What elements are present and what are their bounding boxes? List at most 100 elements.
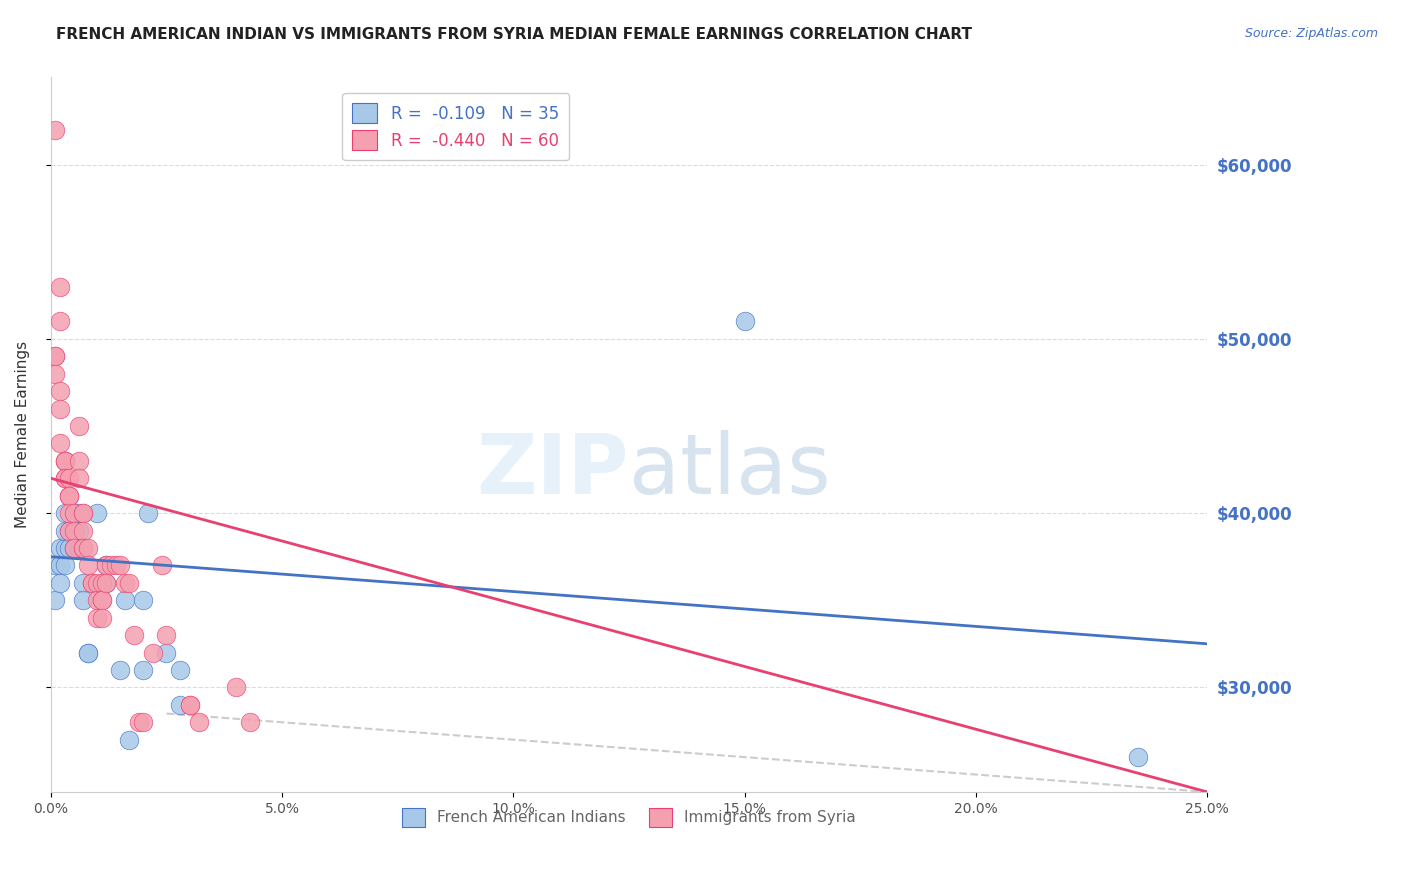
Point bbox=[90, 610, 112, 624]
Point bbox=[118, 732, 141, 747]
Point bbox=[72, 541, 94, 555]
Point bbox=[58, 541, 80, 555]
Point bbox=[132, 663, 155, 677]
Legend: French American Indians, Immigrants from Syria: French American Indians, Immigrants from… bbox=[395, 800, 863, 834]
Point bbox=[67, 524, 90, 538]
Point bbox=[86, 575, 108, 590]
Point bbox=[63, 541, 86, 555]
Point bbox=[53, 454, 76, 468]
Point bbox=[110, 558, 132, 573]
Point bbox=[136, 506, 159, 520]
Point bbox=[49, 558, 72, 573]
Point bbox=[76, 646, 98, 660]
Point bbox=[72, 575, 94, 590]
Point bbox=[86, 506, 108, 520]
Point bbox=[76, 541, 98, 555]
Point bbox=[44, 349, 66, 363]
Point bbox=[72, 541, 94, 555]
Text: atlas: atlas bbox=[628, 430, 831, 511]
Point bbox=[225, 681, 247, 695]
Point bbox=[58, 489, 80, 503]
Point bbox=[49, 541, 72, 555]
Point bbox=[96, 575, 118, 590]
Point bbox=[53, 471, 76, 485]
Point bbox=[239, 715, 262, 730]
Point bbox=[114, 575, 136, 590]
Point bbox=[76, 646, 98, 660]
Point bbox=[63, 524, 86, 538]
Point bbox=[150, 558, 173, 573]
Point bbox=[86, 610, 108, 624]
Point bbox=[44, 122, 66, 136]
Point bbox=[179, 698, 201, 712]
Point bbox=[58, 489, 80, 503]
Point bbox=[49, 384, 72, 398]
Point bbox=[44, 349, 66, 363]
Point bbox=[58, 489, 80, 503]
Point bbox=[132, 715, 155, 730]
Point bbox=[90, 593, 112, 607]
Point bbox=[58, 506, 80, 520]
Point bbox=[63, 541, 86, 555]
Point bbox=[128, 715, 150, 730]
Point bbox=[44, 558, 66, 573]
Text: ZIP: ZIP bbox=[477, 430, 628, 511]
Point bbox=[90, 575, 112, 590]
Text: FRENCH AMERICAN INDIAN VS IMMIGRANTS FROM SYRIA MEDIAN FEMALE EARNINGS CORRELATI: FRENCH AMERICAN INDIAN VS IMMIGRANTS FRO… bbox=[56, 27, 972, 42]
Point bbox=[187, 715, 209, 730]
Point bbox=[67, 506, 90, 520]
Point bbox=[132, 593, 155, 607]
Point bbox=[72, 506, 94, 520]
Point bbox=[72, 524, 94, 538]
Point bbox=[1126, 750, 1149, 764]
Point bbox=[53, 541, 76, 555]
Point bbox=[72, 593, 94, 607]
Point bbox=[179, 698, 201, 712]
Point bbox=[44, 367, 66, 381]
Point bbox=[53, 454, 76, 468]
Point bbox=[114, 593, 136, 607]
Point bbox=[49, 401, 72, 416]
Point bbox=[104, 558, 127, 573]
Point bbox=[155, 628, 177, 642]
Point bbox=[96, 575, 118, 590]
Point bbox=[53, 524, 76, 538]
Point bbox=[49, 314, 72, 328]
Point bbox=[118, 575, 141, 590]
Point bbox=[122, 628, 145, 642]
Point bbox=[67, 454, 90, 468]
Point bbox=[169, 698, 191, 712]
Point bbox=[53, 558, 76, 573]
Point bbox=[49, 575, 72, 590]
Point bbox=[169, 663, 191, 677]
Point bbox=[44, 593, 66, 607]
Point bbox=[63, 506, 86, 520]
Point bbox=[86, 593, 108, 607]
Point bbox=[110, 663, 132, 677]
Point bbox=[49, 279, 72, 293]
Point bbox=[82, 575, 104, 590]
Point bbox=[100, 558, 122, 573]
Point bbox=[82, 575, 104, 590]
Point bbox=[96, 558, 118, 573]
Point bbox=[76, 558, 98, 573]
Point bbox=[49, 436, 72, 450]
Point bbox=[67, 419, 90, 434]
Point bbox=[96, 558, 118, 573]
Point bbox=[72, 506, 94, 520]
Y-axis label: Median Female Earnings: Median Female Earnings bbox=[15, 341, 30, 528]
Point bbox=[155, 646, 177, 660]
Point bbox=[58, 471, 80, 485]
Point bbox=[58, 524, 80, 538]
Point bbox=[53, 506, 76, 520]
Text: Source: ZipAtlas.com: Source: ZipAtlas.com bbox=[1244, 27, 1378, 40]
Point bbox=[53, 454, 76, 468]
Point bbox=[734, 314, 756, 328]
Point bbox=[63, 506, 86, 520]
Point bbox=[63, 541, 86, 555]
Point bbox=[90, 593, 112, 607]
Point bbox=[53, 471, 76, 485]
Point bbox=[58, 524, 80, 538]
Point bbox=[142, 646, 165, 660]
Point bbox=[67, 541, 90, 555]
